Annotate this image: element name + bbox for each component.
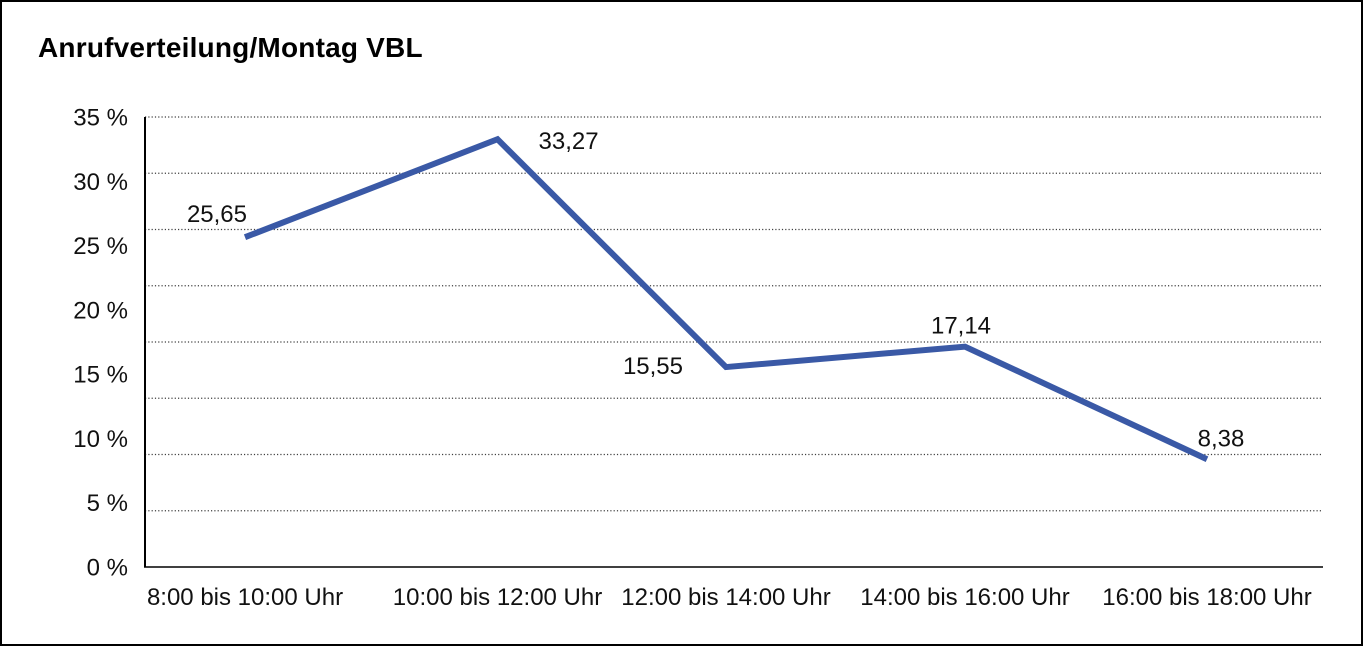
- chart-title: Anrufverteilung/Montag VBL: [38, 32, 423, 63]
- y-tick-label: 15 %: [73, 362, 128, 389]
- y-tick-label: 10 %: [73, 426, 128, 453]
- y-tick-label: 0 %: [87, 555, 128, 582]
- value-label: 15,55: [623, 353, 683, 380]
- x-tick-label: 12:00 bis 14:00 Uhr: [621, 584, 830, 611]
- y-tick-label: 35 %: [73, 105, 128, 132]
- value-label: 17,14: [931, 313, 991, 340]
- value-label: 8,38: [1198, 425, 1245, 452]
- value-label: 33,27: [539, 128, 599, 155]
- y-tick-label: 25 %: [73, 233, 128, 260]
- x-tick-label: 14:00 bis 16:00 Uhr: [860, 584, 1069, 611]
- value-label: 25,65: [187, 201, 247, 228]
- x-tick-label: 8:00 bis 10:00 Uhr: [147, 584, 343, 611]
- y-tick-label: 30 %: [73, 169, 128, 196]
- y-tick-label: 20 %: [73, 297, 128, 324]
- x-tick-label: 16:00 bis 18:00 Uhr: [1102, 584, 1311, 611]
- y-tick-label: 5 %: [87, 490, 128, 517]
- x-tick-label: 10:00 bis 12:00 Uhr: [393, 584, 602, 611]
- series-line: [243, 135, 1209, 462]
